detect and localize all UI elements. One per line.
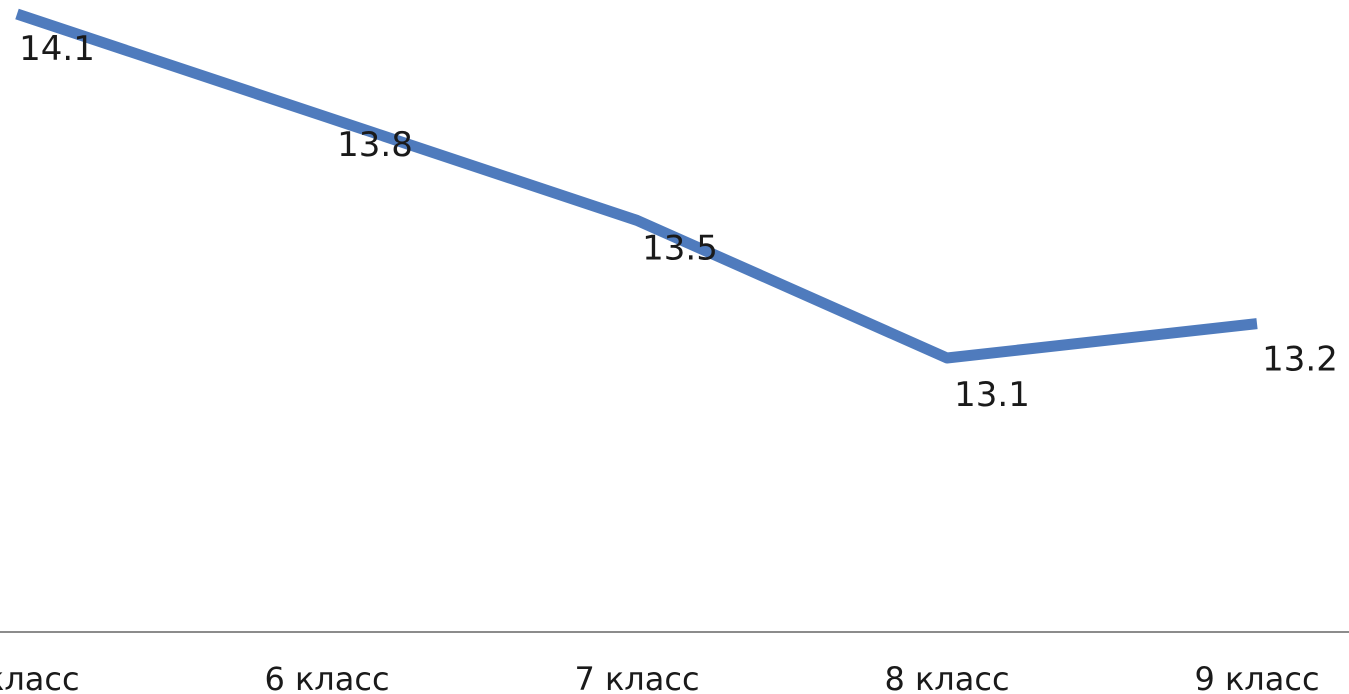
series-line	[15, 8, 1258, 364]
data-label: 14.1	[19, 29, 95, 69]
x-tick-label: 5 класс	[0, 660, 80, 694]
x-tick-label: 8 класс	[884, 660, 1009, 694]
x-tick-labels: 5 класс 6 класс 7 класс 8 класс 9 класс	[0, 660, 1320, 694]
data-labels: 14.1 13.8 13.5 13.1 13.2	[19, 29, 1338, 415]
data-label: 13.8	[337, 125, 413, 165]
data-label: 13.2	[1262, 340, 1338, 380]
data-label: 13.5	[642, 228, 718, 268]
x-tick-label: 9 класс	[1194, 660, 1319, 694]
data-label: 13.1	[954, 375, 1030, 415]
x-tick-label: 7 класс	[574, 660, 699, 694]
x-tick-label: 6 класс	[264, 660, 389, 694]
